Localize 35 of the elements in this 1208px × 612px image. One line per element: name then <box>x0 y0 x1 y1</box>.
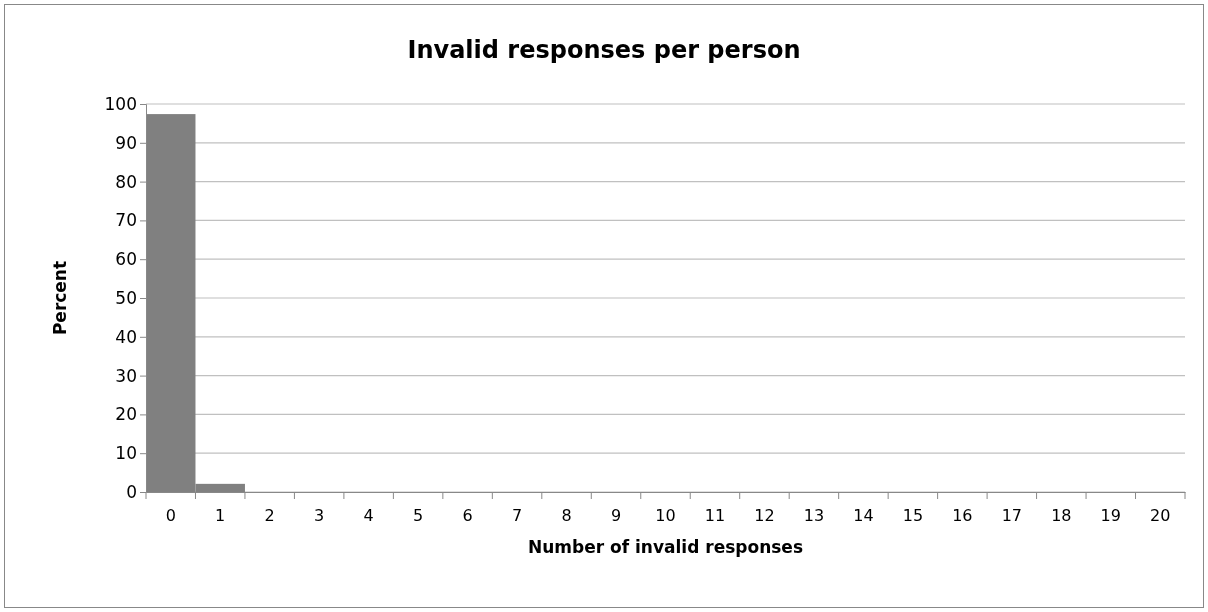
x-tick-label: 11 <box>704 506 726 526</box>
y-tick-label: 20 <box>115 404 137 425</box>
x-tick-label: 2 <box>264 506 275 526</box>
y-tick-label: 10 <box>115 443 137 464</box>
x-tick-label: 14 <box>853 506 874 526</box>
x-tick-label: 7 <box>511 506 523 526</box>
y-tick-label: 70 <box>115 210 137 231</box>
y-tick-label: 100 <box>104 93 137 114</box>
y-tick-label: 30 <box>115 365 137 386</box>
y-tick-label: 50 <box>115 287 137 308</box>
y-tick-label: 60 <box>115 249 137 270</box>
y-tick-label: 90 <box>115 132 137 153</box>
x-tick-label: 6 <box>462 506 473 526</box>
x-tick-label: 1 <box>215 506 226 526</box>
chart-title: Invalid responses per person <box>407 36 801 64</box>
x-tick-label: 15 <box>902 506 924 526</box>
x-tick-label: 10 <box>655 506 676 526</box>
x-tick-label: 13 <box>803 506 825 526</box>
x-tick-label: 18 <box>1051 506 1072 526</box>
x-tick-label: 5 <box>413 506 424 526</box>
x-tick-label: 4 <box>363 506 374 526</box>
x-tick-label: 0 <box>165 506 176 526</box>
x-tick-label: 19 <box>1100 506 1121 526</box>
y-tick-label: 40 <box>115 326 137 347</box>
x-tick-label: 17 <box>1001 506 1023 526</box>
y-tick-label: 0 <box>126 481 137 502</box>
x-axis-title: Number of invalid responses <box>527 537 804 557</box>
x-tick-label: 16 <box>952 506 973 526</box>
y-tick-label: 80 <box>115 171 137 192</box>
x-tick-label: 9 <box>610 506 622 526</box>
y-axis-title: Percent <box>50 260 70 336</box>
x-tick-label: 3 <box>314 506 325 526</box>
x-tick-label: 8 <box>561 506 572 526</box>
x-tick-label: 20 <box>1150 506 1171 526</box>
x-tick-label: 12 <box>754 506 775 526</box>
